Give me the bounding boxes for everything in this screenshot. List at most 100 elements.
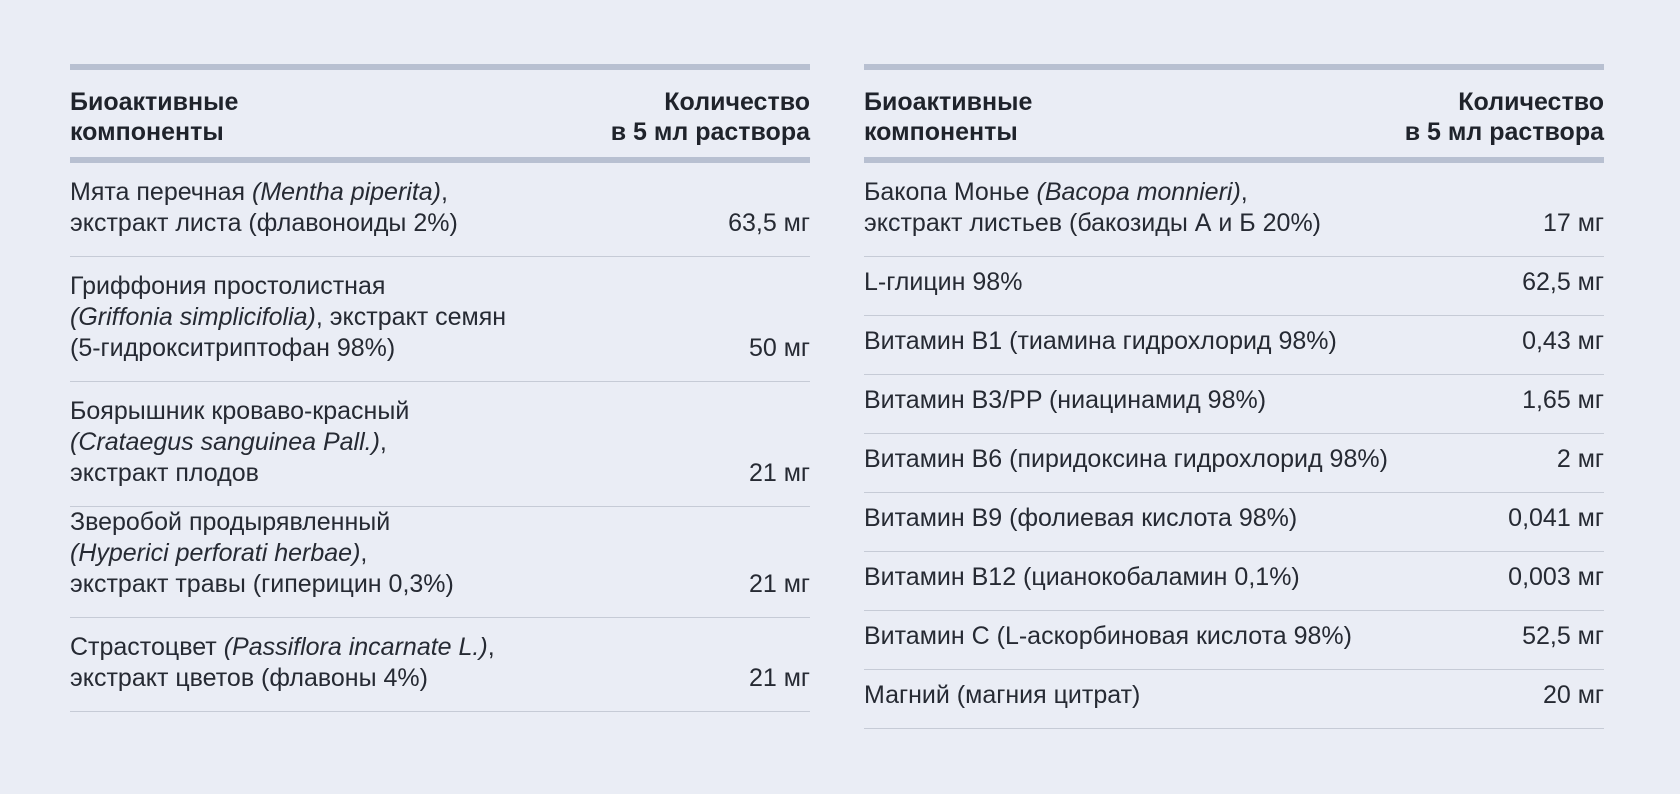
component-name-line: Витамин B9 (фолиевая кислота 98%): [864, 503, 1297, 534]
table-row: Витамин C (L-аскорбиновая кислота 98%) 52…: [864, 611, 1604, 670]
component-name-line: L-глицин 98%: [864, 267, 1022, 298]
component-name: Гриффония простолистная (Griffonia simpli…: [70, 271, 506, 364]
component-quantity: 0,041 мг: [1508, 504, 1604, 532]
component-quantity: 21 мг: [748, 570, 810, 598]
component-name: Витамин C (L-аскорбиновая кислота 98%): [864, 621, 1352, 652]
table-body: Мята перечная (Mentha piperita), экстракт…: [70, 163, 810, 712]
component-quantity: 63,5 мг: [728, 209, 810, 237]
component-name-line: Витамин B3/PP (ниацинамид 98%): [864, 385, 1266, 416]
table-header-bar: [70, 157, 810, 163]
component-name: Мята перечная (Mentha piperita), экстракт…: [70, 177, 458, 239]
component-name: Зверобой продырявленный (Hyperici perfora…: [70, 507, 454, 600]
component-name-line: (5-гидрокситриптофан 98%): [70, 333, 506, 364]
table-row: L-глицин 98% 62,5 мг: [864, 257, 1604, 316]
component-quantity: 62,5 мг: [1522, 268, 1604, 296]
component-common-name: (5-гидрокситриптофан 98%): [70, 334, 396, 362]
component-name: Витамин B6 (пиридоксина гидрохлорид 98%): [864, 444, 1388, 475]
table-top-bar: [70, 64, 810, 70]
component-latin-name: (Passiflora incarnate L.): [223, 633, 488, 661]
component-name: Магний (магния цитрат): [864, 680, 1140, 711]
component-common-name: Витамин B3/PP (ниацинамид 98%): [864, 386, 1267, 414]
table-top-bar: [864, 64, 1604, 70]
component-common-name: экстракт плодов: [70, 459, 259, 487]
table-row: Витамин B3/PP (ниацинамид 98%) 1,65 мг: [864, 375, 1604, 434]
component-latin-name: (Griffonia simplicifolia): [70, 303, 316, 331]
left-composition-table: Биоактивные компоненты Количество в 5 мл…: [70, 64, 810, 712]
component-name-tail: ,: [441, 178, 448, 206]
component-quantity: 21 мг: [748, 459, 810, 487]
right-composition-table: Биоактивные компоненты Количество в 5 мл…: [864, 64, 1604, 729]
component-name-line: экстракт цветов (флавоны 4%): [70, 663, 495, 694]
component-name-line: (Hyperici perforati herbae),: [70, 538, 454, 569]
component-name-line: экстракт плодов: [70, 458, 409, 489]
component-common-name: экстракт листьев (бакозиды А и Б 20%): [864, 209, 1321, 237]
component-common-name: Витамин B9 (фолиевая кислота 98%): [864, 504, 1298, 532]
component-name-line: Витамин B12 (цианокобаламин 0,1%): [864, 562, 1300, 593]
component-name-line: Бакопа Монье (Bacopa monnieri),: [864, 177, 1321, 208]
table-row: Гриффония простолистная (Griffonia simpli…: [70, 257, 810, 382]
component-name-tail: ,: [487, 633, 495, 661]
component-latin-name: (Mentha piperita): [252, 178, 442, 206]
table-row: Магний (магния цитрат) 20 мг: [864, 670, 1604, 729]
table-row: Мята перечная (Mentha piperita), экстракт…: [70, 163, 810, 257]
component-name: Витамин B9 (фолиевая кислота 98%): [864, 503, 1297, 534]
component-name-line: Гриффония простолистная: [70, 271, 506, 302]
component-name: Боярышник кроваво-красный (Crataegus sang…: [70, 396, 409, 489]
table-row: Бакопа Монье (Bacopa monnieri), экстракт …: [864, 163, 1604, 257]
component-common-name: Боярышник кроваво-красный: [70, 397, 410, 425]
component-common-name: Витамин B1 (тиамина гидрохлорид 98%): [864, 327, 1337, 355]
component-name-line: Мята перечная (Mentha piperita),: [70, 177, 458, 208]
component-name: Витамин B12 (цианокобаламин 0,1%): [864, 562, 1300, 593]
component-latin-name: (Crataegus sanguinea Pall.): [70, 428, 380, 456]
component-common-name: Витамин C (L-аскорбиновая кислота 98%): [864, 622, 1352, 650]
table-row: Витамин B9 (фолиевая кислота 98%) 0,041 м…: [864, 493, 1604, 552]
component-name-line: Зверобой продырявленный: [70, 507, 454, 538]
table-row: Боярышник кроваво-красный (Crataegus sang…: [70, 382, 810, 507]
table-row: Страстоцвет (Passiflora incarnate L.), эк…: [70, 618, 810, 712]
component-quantity: 2 мг: [1556, 445, 1604, 473]
component-name-line: Витамин B6 (пиридоксина гидрохлорид 98%): [864, 444, 1388, 475]
component-name-line: Страстоцвет (Passiflora incarnate L.),: [70, 632, 495, 663]
component-quantity: 0,003 мг: [1508, 563, 1604, 591]
component-latin-name: (Hyperici perforati herbae): [70, 539, 361, 567]
table-row: Зверобой продырявленный (Hyperici perfora…: [70, 507, 810, 618]
component-quantity: 1,65 мг: [1522, 386, 1604, 414]
component-name-line: Магний (магния цитрат): [864, 680, 1140, 711]
component-name-line: Витамин C (L-аскорбиновая кислота 98%): [864, 621, 1352, 652]
component-common-name: Бакопа Монье: [864, 178, 1037, 206]
component-name-tail: ,: [379, 428, 387, 456]
table-header: Биоактивные компоненты Количество в 5 мл…: [70, 70, 810, 157]
component-name: L-глицин 98%: [864, 267, 1022, 298]
component-name: Витамин B1 (тиамина гидрохлорид 98%): [864, 326, 1337, 357]
table-body: Бакопа Монье (Bacopa monnieri), экстракт …: [864, 163, 1604, 729]
component-name-tail: ,: [360, 539, 368, 567]
component-name-line: (Crataegus sanguinea Pall.),: [70, 427, 409, 458]
component-name-tail: , экстракт семян: [315, 303, 507, 331]
component-name: Страстоцвет (Passiflora incarnate L.), эк…: [70, 632, 495, 694]
component-name-line: (Griffonia simplicifolia), экстракт семя…: [70, 302, 506, 333]
component-common-name: экстракт цветов (флавоны 4%): [70, 664, 428, 692]
component-common-name: Витамин B12 (цианокобаламин 0,1%): [864, 563, 1300, 591]
component-quantity: 52,5 мг: [1522, 622, 1604, 650]
component-common-name: Страстоцвет: [70, 633, 224, 661]
component-name: Витамин B3/PP (ниацинамид 98%): [864, 385, 1266, 416]
component-name-line: экстракт листа (флавоноиды 2%): [70, 208, 458, 239]
component-common-name: Мята перечная: [70, 178, 253, 206]
component-quantity: 0,43 мг: [1522, 327, 1604, 355]
header-components: Биоактивные компоненты: [70, 88, 239, 146]
table-row: Витамин B1 (тиамина гидрохлорид 98%) 0,43…: [864, 316, 1604, 375]
component-name-line: экстракт листьев (бакозиды А и Б 20%): [864, 208, 1321, 239]
component-common-name: Витамин B6 (пиридоксина гидрохлорид 98%): [864, 445, 1388, 473]
header-components: Биоактивные компоненты: [864, 88, 1033, 146]
component-common-name: L-глицин 98%: [864, 268, 1023, 296]
component-name: Бакопа Монье (Bacopa monnieri), экстракт …: [864, 177, 1321, 239]
header-quantity: Количество в 5 мл раствора: [610, 88, 810, 146]
component-latin-name: (Bacopa monnieri): [1036, 178, 1241, 206]
component-common-name: Гриффония простолистная: [70, 272, 386, 300]
component-common-name: экстракт травы (гиперицин 0,3%): [70, 570, 454, 598]
component-name-line: экстракт травы (гиперицин 0,3%): [70, 569, 454, 600]
component-quantity: 20 мг: [1542, 681, 1604, 709]
component-name-line: Боярышник кроваво-красный: [70, 396, 409, 427]
component-common-name: Зверобой продырявленный: [70, 508, 391, 536]
component-common-name: экстракт листа (флавоноиды 2%): [70, 209, 458, 237]
